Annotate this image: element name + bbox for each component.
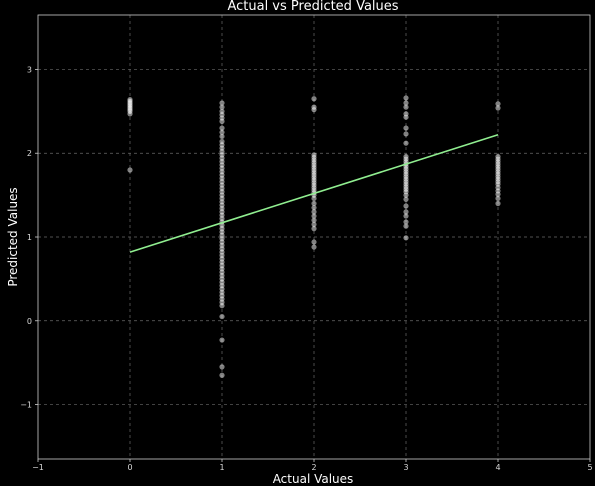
data-point: [403, 213, 409, 219]
data-point: [311, 226, 317, 232]
data-point: [403, 125, 409, 131]
fit-line: [129, 134, 499, 253]
data-point: [403, 223, 409, 229]
data-point: [311, 107, 317, 113]
data-point: [495, 105, 501, 111]
y-tick-label: 3: [27, 65, 32, 74]
data-point: [311, 244, 317, 250]
y-tick-label: 1: [27, 233, 32, 242]
scatter-points: [127, 95, 501, 378]
y-tick-label: 0: [27, 317, 32, 326]
data-point: [403, 203, 409, 209]
x-tick-label: 3: [403, 463, 408, 472]
data-point: [403, 114, 409, 120]
data-point: [495, 195, 501, 202]
data-point: [403, 100, 409, 106]
data-point: [311, 205, 317, 211]
data-point: [219, 118, 225, 124]
data-point: [495, 101, 501, 107]
data-point: [311, 213, 317, 219]
data-point: [311, 217, 317, 223]
data-point: [403, 219, 409, 225]
data-point: [219, 129, 225, 135]
data-point: [219, 364, 225, 370]
data-point: [219, 104, 225, 110]
data-point: [403, 95, 409, 101]
data-point: [403, 104, 409, 110]
data-point: [311, 239, 317, 245]
y-tick-label: 2: [27, 149, 32, 158]
fit-line-group: [129, 134, 499, 253]
data-point: [311, 221, 317, 228]
x-tick-label: 2: [311, 463, 316, 472]
chart-title: Actual vs Predicted Values: [227, 0, 398, 14]
x-tick-label: 5: [587, 463, 592, 472]
data-point: [219, 133, 225, 140]
data-point: [219, 372, 225, 378]
data-point: [403, 196, 409, 202]
data-point: [219, 313, 225, 320]
y-axis-title: Predicted Values: [6, 187, 20, 286]
data-point: [219, 303, 225, 309]
data-point: [495, 200, 501, 207]
data-point: [403, 131, 409, 137]
tick-labels: −1 0 1 2 3 4 5 −1 0 1 2 3: [20, 65, 592, 472]
data-point: [403, 209, 409, 215]
data-point: [311, 200, 317, 207]
data-point: [219, 125, 225, 131]
data-point: [311, 195, 317, 202]
y-tick-label: −1: [20, 401, 32, 410]
x-tick-label: 0: [127, 463, 132, 472]
x-tick-label: 4: [495, 463, 500, 472]
data-point: [219, 337, 225, 343]
data-point: [127, 111, 133, 117]
data-point: [403, 235, 409, 241]
data-point: [311, 96, 317, 102]
x-tick-label: −1: [32, 463, 44, 472]
data-point: [219, 100, 225, 106]
data-point: [403, 192, 409, 198]
data-point: [403, 140, 409, 146]
x-axis-title: Actual Values: [273, 472, 354, 486]
x-tick-label: 1: [219, 463, 224, 472]
data-point: [311, 209, 317, 215]
data-point: [127, 167, 133, 173]
data-point: [495, 191, 501, 197]
